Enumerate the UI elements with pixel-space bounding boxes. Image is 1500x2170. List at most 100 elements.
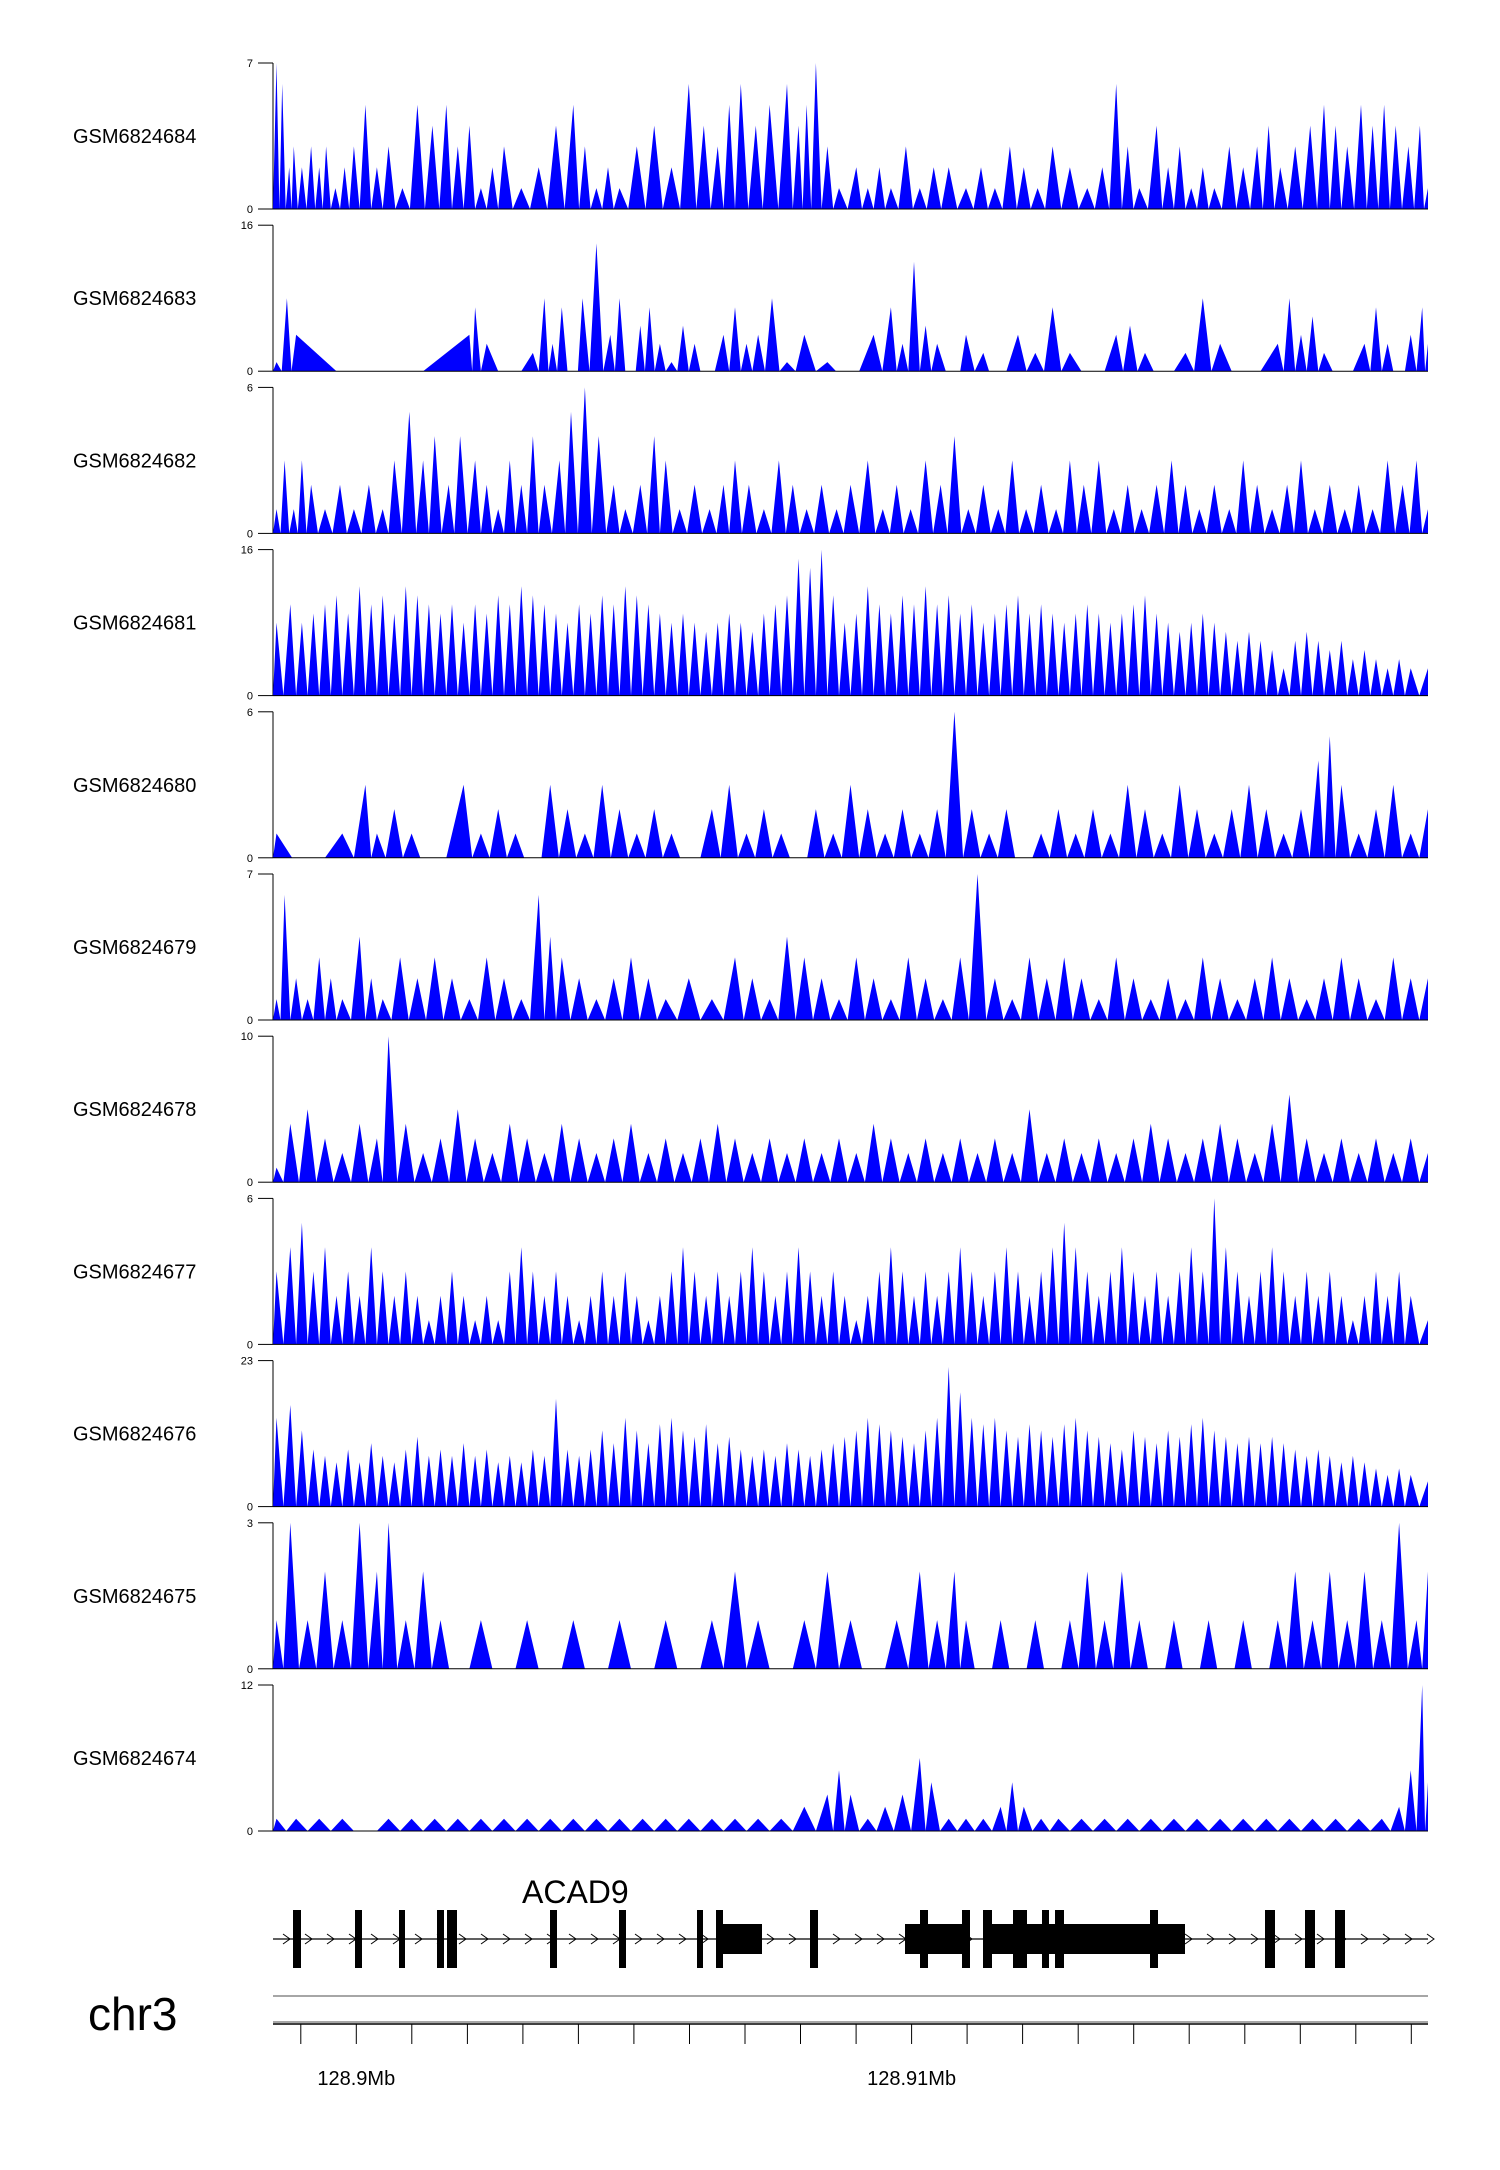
y-max-tick-label: 6 bbox=[247, 382, 253, 394]
genome-axis: 128.9Mb 128.91Mb bbox=[273, 2023, 1428, 2090]
strand-arrow bbox=[1228, 1933, 1237, 1945]
track-GSM6824682: GSM6824682 6 0 bbox=[73, 382, 1428, 540]
y-max-tick-label: 10 bbox=[241, 1031, 253, 1043]
exon-block bbox=[399, 1910, 405, 1968]
track-GSM6824675: GSM6824675 3 0 bbox=[73, 1518, 1428, 1676]
strand-arrow bbox=[282, 1933, 291, 1945]
exon-block bbox=[355, 1910, 362, 1968]
y-max-tick-label: 23 bbox=[241, 1356, 253, 1368]
exon-block bbox=[925, 1924, 968, 1954]
exon-block bbox=[697, 1910, 703, 1968]
track-name-label: GSM6824679 bbox=[73, 937, 196, 959]
signal-area bbox=[273, 1366, 1428, 1507]
track-name-label: GSM6824677 bbox=[73, 1261, 196, 1283]
y-min-tick-label: 0 bbox=[247, 1177, 253, 1189]
track-GSM6824683: GSM6824683 16 0 bbox=[73, 220, 1428, 378]
genome-axis-ticks: 128.9Mb 128.91Mb bbox=[300, 2024, 1412, 2090]
track-GSM6824681: GSM6824681 16 0 bbox=[73, 545, 1428, 703]
signal-area bbox=[273, 387, 1428, 534]
track-GSM6824674: GSM6824674 12 0 bbox=[73, 1680, 1428, 1838]
signal-area bbox=[273, 63, 1428, 209]
strand-arrow bbox=[700, 1933, 709, 1945]
exon-block bbox=[810, 1910, 818, 1968]
exon-block bbox=[550, 1910, 557, 1968]
signal-area bbox=[273, 1522, 1428, 1669]
track-name-label: GSM6824683 bbox=[73, 288, 196, 310]
gene-track: ACAD9 bbox=[273, 1874, 1435, 1968]
strand-arrow bbox=[832, 1933, 841, 1945]
y-min-tick-label: 0 bbox=[247, 1826, 253, 1838]
strand-arrow bbox=[326, 1933, 335, 1945]
signal-area bbox=[273, 243, 1428, 372]
signal-area bbox=[273, 1198, 1428, 1345]
exon-block bbox=[1042, 1910, 1049, 1968]
exon-block bbox=[619, 1910, 626, 1968]
track-GSM6824684: GSM6824684 7 0 bbox=[73, 58, 1428, 216]
y-min-tick-label: 0 bbox=[247, 691, 253, 703]
strand-arrow bbox=[1360, 1933, 1369, 1945]
gene-label: ACAD9 bbox=[522, 1874, 629, 1910]
y-min-tick-label: 0 bbox=[247, 853, 253, 865]
strand-arrow bbox=[524, 1933, 533, 1945]
strand-arrow bbox=[876, 1933, 885, 1945]
exon-block bbox=[447, 1910, 457, 1968]
exon-block bbox=[1055, 1910, 1064, 1968]
genome-axis-tick-label: 128.91Mb bbox=[867, 2068, 956, 2090]
strand-arrow bbox=[1294, 1933, 1303, 1945]
exon-block bbox=[962, 1910, 970, 1968]
track-name-label: GSM6824676 bbox=[73, 1424, 196, 1446]
exon-block bbox=[716, 1910, 723, 1968]
y-min-tick-label: 0 bbox=[247, 204, 253, 216]
strand-arrow bbox=[1184, 1933, 1193, 1945]
strand-arrow bbox=[854, 1933, 863, 1945]
chromosome-ideogram: chr3 bbox=[88, 1988, 1428, 2040]
y-min-tick-label: 0 bbox=[247, 1339, 253, 1351]
strand-arrow bbox=[568, 1933, 577, 1945]
y-min-tick-label: 0 bbox=[247, 366, 253, 378]
y-max-tick-label: 7 bbox=[247, 58, 253, 70]
exon-block bbox=[293, 1910, 301, 1968]
signal-area bbox=[273, 549, 1428, 696]
exon-block bbox=[920, 1910, 928, 1968]
y-max-tick-label: 3 bbox=[247, 1518, 253, 1530]
signal-tracks: GSM682468470GSM6824683160GSM682468260GSM… bbox=[73, 58, 1428, 1838]
track-name-label: GSM6824675 bbox=[73, 1586, 196, 1608]
y-max-tick-label: 6 bbox=[247, 1193, 253, 1205]
track-GSM6824677: GSM6824677 6 0 bbox=[73, 1193, 1428, 1351]
exon-block bbox=[1305, 1910, 1315, 1968]
strand-arrow bbox=[414, 1933, 423, 1945]
strand-arrow bbox=[458, 1933, 467, 1945]
strand-arrow bbox=[502, 1933, 511, 1945]
strand-arrow bbox=[634, 1933, 643, 1945]
y-min-tick-label: 0 bbox=[247, 1502, 253, 1514]
y-max-tick-label: 16 bbox=[241, 220, 253, 232]
y-min-tick-label: 0 bbox=[247, 1664, 253, 1676]
track-GSM6824676: GSM6824676 23 0 bbox=[73, 1356, 1428, 1514]
track-name-label: GSM6824681 bbox=[73, 613, 196, 635]
y-min-tick-label: 0 bbox=[247, 528, 253, 540]
strand-arrow bbox=[1404, 1933, 1413, 1945]
signal-area bbox=[273, 1685, 1428, 1831]
strand-arrow bbox=[480, 1933, 489, 1945]
chromosome-label: chr3 bbox=[88, 1988, 177, 2040]
track-name-label: GSM6824684 bbox=[73, 126, 196, 148]
strand-arrow bbox=[1272, 1933, 1281, 1945]
strand-arrow bbox=[304, 1933, 313, 1945]
signal-area bbox=[273, 711, 1428, 858]
y-max-tick-label: 12 bbox=[241, 1680, 253, 1692]
y-min-tick-label: 0 bbox=[247, 1015, 253, 1027]
track-GSM6824680: GSM6824680 6 0 bbox=[73, 707, 1428, 865]
strand-arrow bbox=[766, 1933, 775, 1945]
exon-block bbox=[723, 1924, 762, 1954]
genome-axis-tick-label: 128.9Mb bbox=[317, 2068, 395, 2090]
exon-block bbox=[1013, 1910, 1027, 1968]
strand-arrow bbox=[1316, 1933, 1325, 1945]
exon-block bbox=[437, 1910, 444, 1968]
strand-arrow bbox=[678, 1933, 687, 1945]
track-name-label: GSM6824682 bbox=[73, 450, 196, 472]
strand-arrow bbox=[788, 1933, 797, 1945]
exon-block bbox=[1335, 1910, 1345, 1968]
strand-arrow bbox=[1206, 1933, 1215, 1945]
y-max-tick-label: 7 bbox=[247, 869, 253, 881]
